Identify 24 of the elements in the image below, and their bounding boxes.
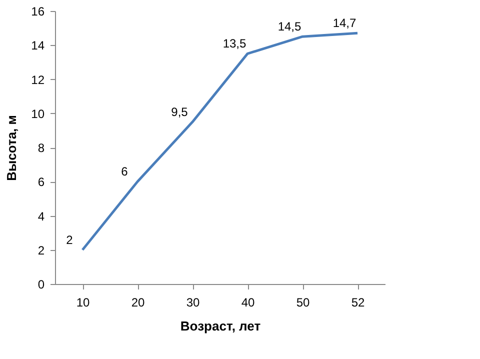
x-tick-label: 52: [351, 296, 365, 310]
x-tick-label: 20: [131, 296, 145, 310]
y-axis-title: Высота, м: [4, 115, 20, 181]
y-tick-label: 14: [31, 38, 45, 53]
x-tick-label: 10: [76, 296, 90, 310]
data-label: 6: [121, 164, 128, 179]
line-series: [81, 32, 359, 252]
y-tick-label: 6: [38, 175, 45, 190]
y-tick-label: 10: [31, 106, 45, 121]
y-tick-label: 4: [38, 209, 45, 224]
x-tick-label: 40: [241, 296, 255, 310]
y-tick-label: 12: [31, 72, 45, 87]
x-tick-label: 50: [296, 296, 310, 310]
y-tick-label: 2: [38, 243, 45, 258]
x-tick-label: 30: [186, 296, 200, 310]
data-label: 14,5: [278, 20, 302, 34]
y-tick-label: 16: [31, 4, 45, 18]
data-label: 14,7: [332, 16, 356, 30]
x-axis-title: Возраст, лет: [180, 318, 261, 334]
data-label: 2: [66, 232, 74, 247]
data-label: 13,5: [222, 36, 246, 51]
y-tick-label: 0: [38, 278, 45, 292]
y-tick-label: 8: [38, 141, 45, 155]
data-label: 9,5: [171, 104, 188, 119]
